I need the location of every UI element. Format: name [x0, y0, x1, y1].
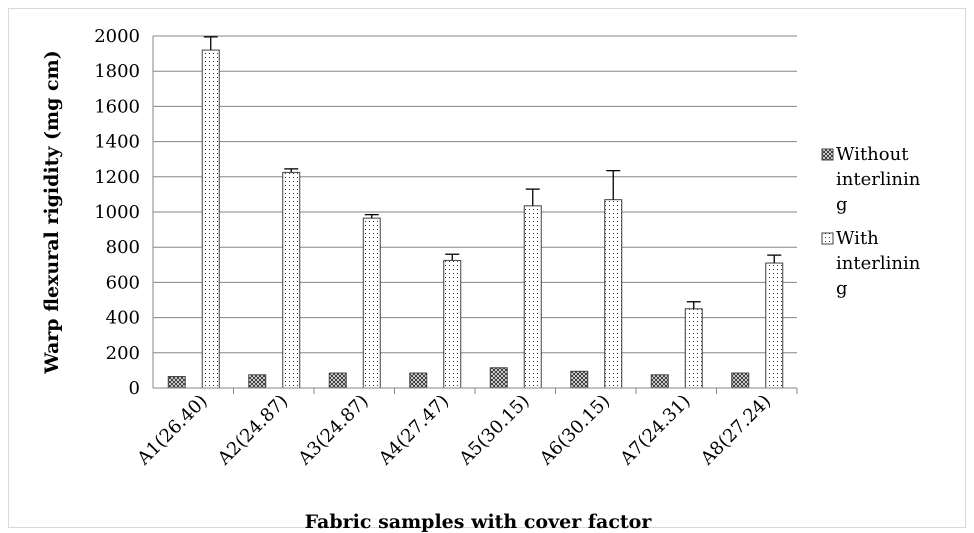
x-tick-label: A6(30.15): [535, 391, 614, 470]
bar-without-interlining: [248, 374, 267, 389]
y-tick-label: 1600: [94, 96, 140, 117]
bar-without-interlining: [167, 376, 186, 389]
bar-without-interlining: [570, 370, 589, 389]
y-tick-label: 400: [106, 308, 140, 329]
bars: [167, 36, 784, 389]
bar-with-interlining: [604, 199, 623, 389]
bar-without-interlining: [731, 372, 750, 389]
y-tick-label: 1200: [94, 167, 140, 188]
x-tick-label: A7(24.31): [616, 391, 695, 470]
bar-without-interlining: [328, 372, 347, 389]
y-tick-label: 800: [106, 237, 140, 258]
legend-label: interlinin: [836, 253, 921, 274]
legend-swatch-without-interlining: [821, 148, 834, 161]
y-axis-title: Warp flexural rigidity (mg cm): [41, 50, 63, 374]
y-tick-label: 1000: [94, 202, 140, 223]
y-tick-label: 1400: [94, 132, 140, 153]
legend-label: interlinin: [836, 169, 921, 190]
bar-with-interlining: [765, 262, 784, 389]
bar-without-interlining: [489, 367, 508, 389]
legend-label: g: [836, 278, 848, 299]
y-tick-label: 2000: [94, 26, 140, 47]
y-tick-label: 200: [106, 343, 140, 364]
axes: [152, 36, 798, 394]
x-tick-label: A2(24.87): [213, 391, 292, 470]
bar-without-interlining: [650, 374, 669, 389]
y-tick-label: 600: [106, 272, 140, 293]
x-tick-label: A1(26.40): [133, 391, 212, 470]
legend-label: g: [836, 194, 848, 215]
x-axis-title: Fabric samples with cover factor: [305, 511, 653, 533]
bar-with-interlining: [443, 259, 462, 389]
x-tick-label: A3(24.87): [294, 391, 373, 470]
legend: Without interlinin g With interlinin g: [821, 144, 921, 299]
tick-labels: 0 200 400 600 800 1000 1200 1400 1600 1800 2000 A1(…: [94, 26, 775, 470]
gridlines: [153, 35, 797, 354]
bar-with-interlining: [523, 205, 542, 389]
bar-with-interlining: [684, 308, 703, 389]
bar-without-interlining: [409, 372, 428, 389]
bar-with-interlining: [282, 171, 301, 389]
legend-swatch-with-interlining: [821, 232, 834, 245]
chart-frame: [8, 8, 966, 528]
x-tick-label: A5(30.15): [455, 391, 534, 470]
y-tick-label: 0: [129, 378, 140, 399]
x-tick-label: A4(27.47): [374, 391, 453, 470]
legend-label: With: [836, 228, 879, 249]
legend-label: Without: [836, 144, 909, 165]
x-tick-label: A8(27.24): [696, 391, 775, 470]
bar-with-interlining: [362, 217, 381, 389]
y-tick-label: 1800: [94, 61, 140, 82]
bar-with-interlining: [201, 49, 220, 389]
